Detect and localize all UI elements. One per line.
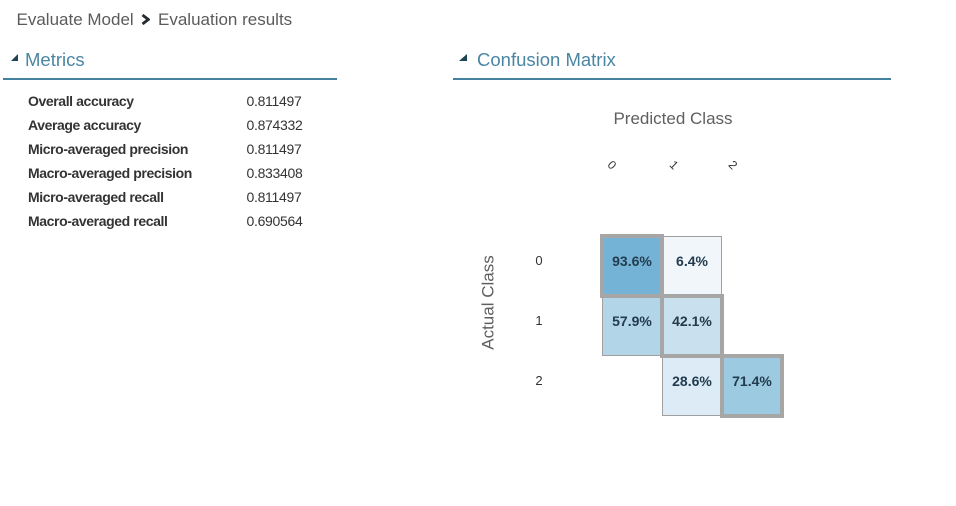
- svg-text:57.9%: 57.9%: [612, 313, 652, 329]
- svg-text:71.4%: 71.4%: [732, 373, 772, 389]
- svg-text:93.6%: 93.6%: [612, 253, 652, 269]
- svg-text:6.4%: 6.4%: [676, 253, 708, 269]
- svg-text:28.6%: 28.6%: [672, 373, 712, 389]
- svg-text:42.1%: 42.1%: [672, 313, 712, 329]
